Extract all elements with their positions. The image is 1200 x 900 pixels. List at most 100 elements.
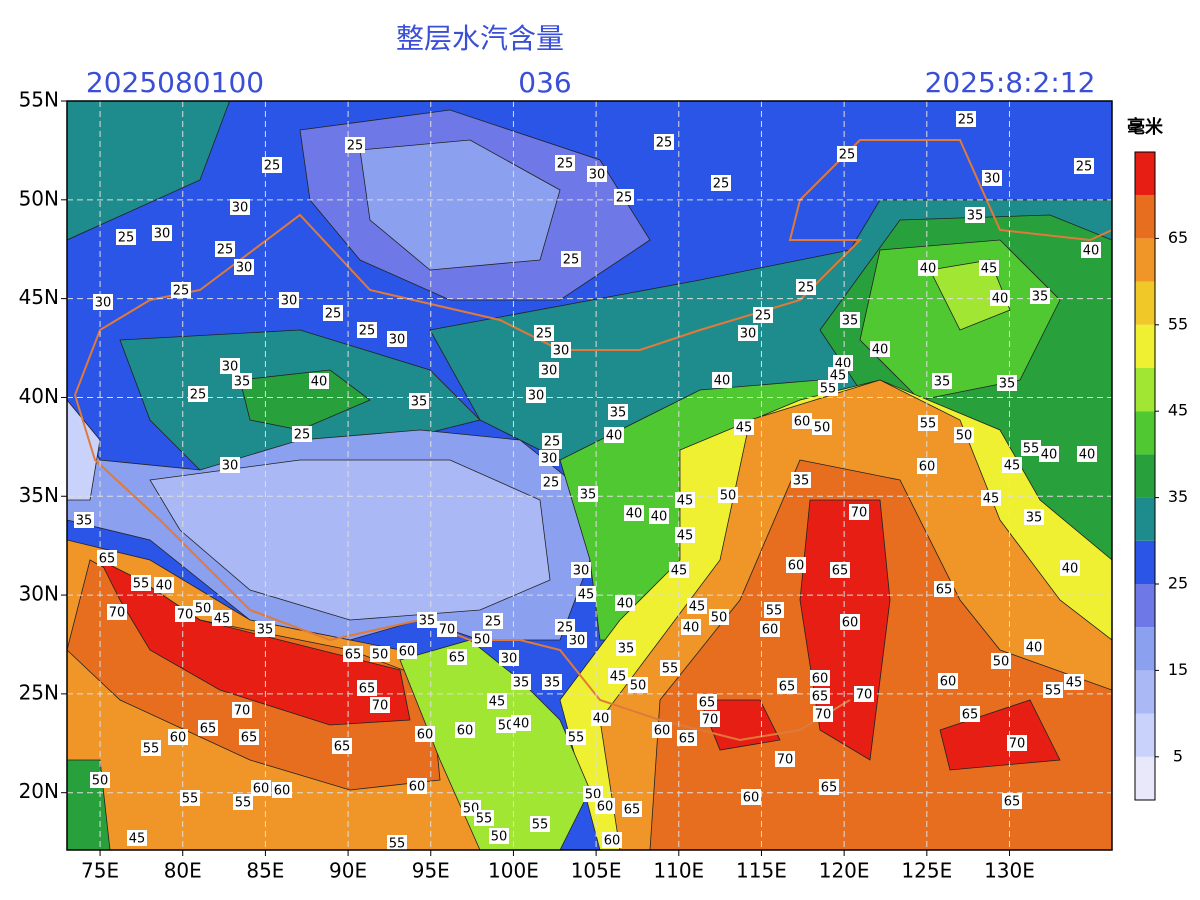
label-box	[233, 794, 253, 810]
contour-label: 40	[1041, 448, 1058, 463]
label-box	[595, 798, 615, 814]
contour-label: 40	[617, 597, 634, 612]
label-box	[116, 229, 136, 245]
label-box	[234, 259, 254, 275]
contour-label: 60	[940, 675, 957, 690]
label-box	[1077, 446, 1097, 462]
x-tick-label: 120E	[819, 859, 870, 883]
contour-label: 35	[618, 642, 635, 657]
label-box	[1074, 158, 1094, 174]
label-box	[981, 490, 1001, 506]
label-box	[407, 778, 427, 794]
contour-label: 60	[654, 724, 671, 739]
contour-label: 40	[1062, 562, 1079, 577]
label-box	[813, 706, 833, 722]
label-box	[561, 251, 581, 267]
colorbar-bin	[1135, 497, 1155, 541]
contour-label: 45	[677, 529, 694, 544]
contour-label: 70	[234, 704, 251, 719]
contour-label: 55	[133, 577, 150, 592]
contour-label: 30	[154, 227, 171, 242]
contour-label: 50	[491, 830, 508, 845]
label-box	[567, 632, 587, 648]
contour-label: 70	[109, 606, 126, 621]
contour-label: 40	[593, 712, 610, 727]
contour-label: 45	[214, 612, 231, 627]
label-box	[697, 694, 717, 710]
label-box	[1002, 457, 1022, 473]
label-box	[854, 686, 874, 702]
contour-label: 40	[1026, 641, 1043, 656]
contour-label: 35	[234, 375, 251, 390]
contour-label: 30	[95, 296, 112, 311]
contour-label: 30	[573, 564, 590, 579]
x-tick-label: 110E	[653, 859, 704, 883]
contour-label: 65	[241, 731, 258, 746]
label-box	[309, 373, 329, 389]
contour-label: 65	[99, 552, 116, 567]
label-box	[712, 372, 732, 388]
contour-label: 25	[325, 307, 342, 322]
contour-label: 60	[417, 728, 434, 743]
label-box	[1039, 446, 1059, 462]
label-box	[718, 487, 738, 503]
contour-label: 65	[821, 781, 838, 796]
label-box	[777, 678, 797, 694]
label-box	[849, 504, 869, 520]
contour-label: 40	[513, 717, 530, 732]
label-box	[539, 362, 559, 378]
contour-label: 70	[372, 699, 389, 714]
contour-label: 65	[200, 722, 217, 737]
contour-label: 35	[580, 488, 597, 503]
y-tick-label: 50N	[19, 186, 59, 210]
x-tick-label: 80E	[164, 859, 202, 883]
contour-label: 35	[610, 406, 627, 421]
label-box	[830, 562, 850, 578]
label-box	[990, 290, 1010, 306]
label-box	[1024, 639, 1044, 655]
contour-label: 30	[541, 452, 558, 467]
contour-label: 55	[1023, 442, 1040, 457]
contour-label: 35	[842, 314, 859, 329]
label-box	[982, 170, 1002, 186]
colorbar-bin	[1135, 454, 1155, 498]
colorbar-bin	[1135, 627, 1155, 671]
label-box	[1043, 682, 1063, 698]
label-box	[918, 415, 938, 431]
contour-label: 50	[956, 429, 973, 444]
label-box	[628, 677, 648, 693]
contour-label: 50	[498, 719, 515, 734]
contour-label: 65	[936, 583, 953, 598]
label-box	[760, 621, 780, 637]
label-box	[357, 322, 377, 338]
label-box	[343, 646, 363, 662]
label-box	[251, 780, 271, 796]
contour-label: 40	[311, 375, 328, 390]
label-box	[511, 674, 531, 690]
label-box	[810, 670, 830, 686]
label-box	[1060, 560, 1080, 576]
label-box	[212, 610, 232, 626]
label-box	[566, 729, 586, 745]
label-box	[660, 660, 680, 676]
map-frame	[66, 100, 1113, 851]
contour-label: 55	[920, 417, 937, 432]
colorbar-bin	[1135, 756, 1155, 800]
contour-label: 25	[544, 435, 561, 450]
label-box	[810, 688, 830, 704]
contour-label: 30	[222, 360, 239, 375]
contour-label: 50	[993, 655, 1010, 670]
contour-label: 50	[711, 611, 728, 626]
field-region	[149, 459, 551, 621]
contour-label: 35	[967, 209, 984, 224]
label-box	[1021, 440, 1041, 456]
contour-label: 55	[1045, 684, 1062, 699]
contour-label: 65	[779, 680, 796, 695]
contour-label: 25	[557, 621, 574, 636]
y-tick-label: 35N	[19, 483, 59, 507]
label-box	[447, 649, 467, 665]
label-box	[152, 225, 172, 241]
label-box	[622, 801, 642, 817]
contour-label: 35	[934, 375, 951, 390]
